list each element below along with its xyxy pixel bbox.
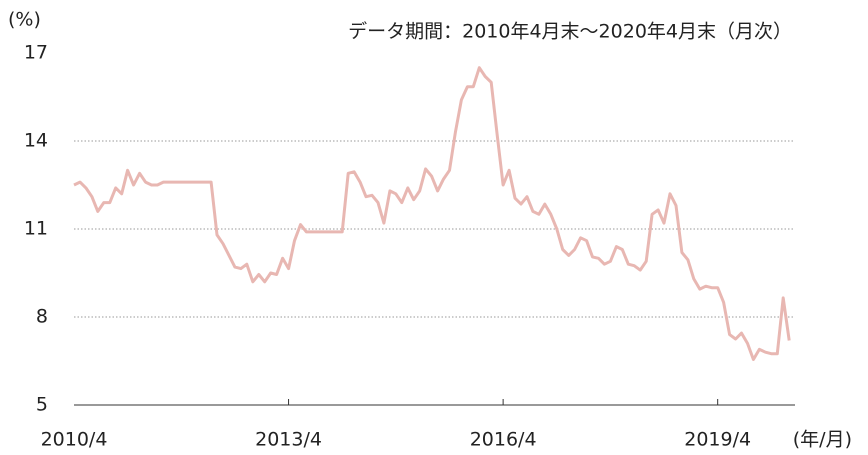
y-unit-label: (%) xyxy=(8,9,41,31)
x-axis-label: (年/月) xyxy=(793,429,852,451)
y-tick-label: 17 xyxy=(24,42,48,64)
x-tick-label: 2019/4 xyxy=(684,429,751,451)
chart-subtitle: データ期間：2010年4月末～2020年4月末（月次） xyxy=(348,21,792,43)
line-series xyxy=(73,66,791,361)
y-tick-label: 11 xyxy=(24,218,48,240)
y-tick-label: 14 xyxy=(24,130,48,152)
x-tick-label: 2016/4 xyxy=(470,429,537,451)
x-tick-label: 2013/4 xyxy=(255,429,322,451)
x-tick-label: 2010/4 xyxy=(41,429,108,451)
y-tick-label: 5 xyxy=(36,394,48,416)
y-tick-label: 8 xyxy=(36,306,48,328)
